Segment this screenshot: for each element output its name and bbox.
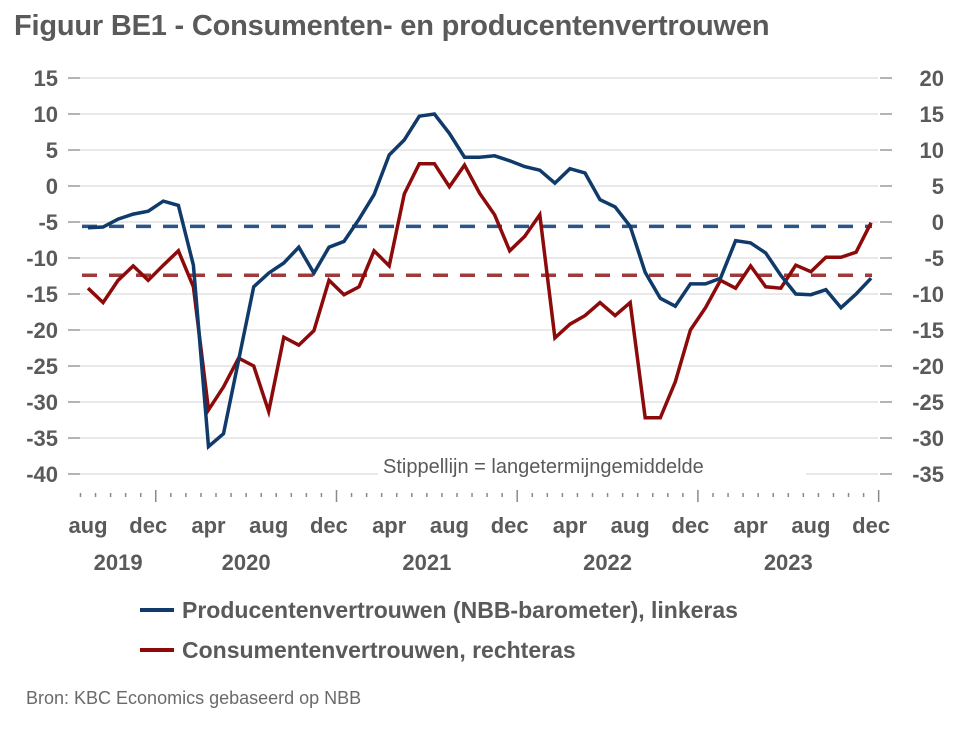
right-tick-label: 15 — [920, 102, 944, 127]
right-tick-label: -20 — [912, 354, 944, 379]
left-tick-label: -40 — [26, 462, 58, 487]
left-tick-label: 10 — [34, 102, 58, 127]
producers-confidence-line — [87, 112, 873, 451]
x-year-label: 2019 — [94, 550, 143, 575]
legend-swatch-consumers — [140, 648, 174, 652]
left-tick-label: 0 — [46, 174, 58, 199]
right-tick-label: -10 — [912, 282, 944, 307]
left-tick-label: 5 — [46, 138, 58, 163]
annotation-background — [378, 450, 806, 480]
chart-title: Figuur BE1 - Consumenten- en producenten… — [14, 10, 770, 42]
left-tick-label: 15 — [34, 66, 58, 91]
x-tick-label: apr — [734, 513, 769, 538]
right-tick-label: 10 — [920, 138, 944, 163]
left-tick-label: -25 — [26, 354, 58, 379]
right-tick-label: 0 — [932, 210, 944, 235]
x-tick-label: apr — [553, 513, 588, 538]
right-axis: 20 15 10 5 0 -5 -10 -15 -20 -25 -30 -35 — [880, 66, 944, 487]
right-tick-label: -15 — [912, 318, 944, 343]
left-tick-label: -35 — [26, 426, 58, 451]
right-tick-label: -35 — [912, 462, 944, 487]
x-year-label: 2023 — [764, 550, 813, 575]
x-tick-label: aug — [791, 513, 830, 538]
left-tick-label: -15 — [26, 282, 58, 307]
annotation-text: Stippellijn = langetermijngemiddelde — [383, 456, 704, 478]
annotation: Stippellijn = langetermijngemiddelde — [378, 450, 806, 480]
average-lines — [82, 224, 872, 278]
right-tick-label: 20 — [920, 66, 944, 91]
x-year-label: 2022 — [583, 550, 632, 575]
x-year-label: 2020 — [222, 550, 271, 575]
left-tick-label: -30 — [26, 390, 58, 415]
x-tick-label: apr — [191, 513, 226, 538]
left-tick-label: -5 — [38, 210, 58, 235]
legend-label-producers: Producentenvertrouwen (NBB-barometer), l… — [182, 596, 738, 623]
x-axis: aug dec apr aug dec apr aug dec apr aug dec apr aug d… — [68, 490, 890, 575]
x-tick-label: aug — [430, 513, 469, 538]
x-tick-label: apr — [372, 513, 407, 538]
left-tick-label: -10 — [26, 246, 58, 271]
right-tick-label: 5 — [932, 174, 944, 199]
legend-swatch-producers — [140, 608, 174, 612]
x-tick-label: dec — [491, 513, 529, 538]
source-note: Bron: KBC Economics gebaseerd op NBB — [26, 688, 362, 708]
x-tick-label: aug — [68, 513, 107, 538]
legend-item-producers: Producentenvertrouwen (NBB-barometer), l… — [140, 590, 738, 630]
series — [86, 112, 873, 451]
x-tick-label: dec — [129, 513, 167, 538]
legend-item-consumers: Consumentenvertrouwen, rechteras — [140, 630, 738, 670]
right-tick-label: -30 — [912, 426, 944, 451]
consumers-confidence-line — [86, 161, 873, 420]
left-axis: 15 10 5 0 -5 -10 -15 -20 -25 -30 -35 -40 — [26, 66, 80, 487]
legend-label-consumers: Consumentenvertrouwen, rechteras — [182, 636, 576, 663]
x-tick-label: dec — [310, 513, 348, 538]
x-tick-label: dec — [852, 513, 890, 538]
x-tick-label: aug — [249, 513, 288, 538]
x-year-label: 2021 — [402, 550, 451, 575]
right-tick-label: -5 — [924, 246, 944, 271]
legend: Producentenvertrouwen (NBB-barometer), l… — [140, 590, 738, 670]
right-tick-label: -25 — [912, 390, 944, 415]
x-tick-label: dec — [671, 513, 709, 538]
gridlines — [80, 77, 878, 475]
left-tick-label: -20 — [26, 318, 58, 343]
x-tick-label: aug — [611, 513, 650, 538]
